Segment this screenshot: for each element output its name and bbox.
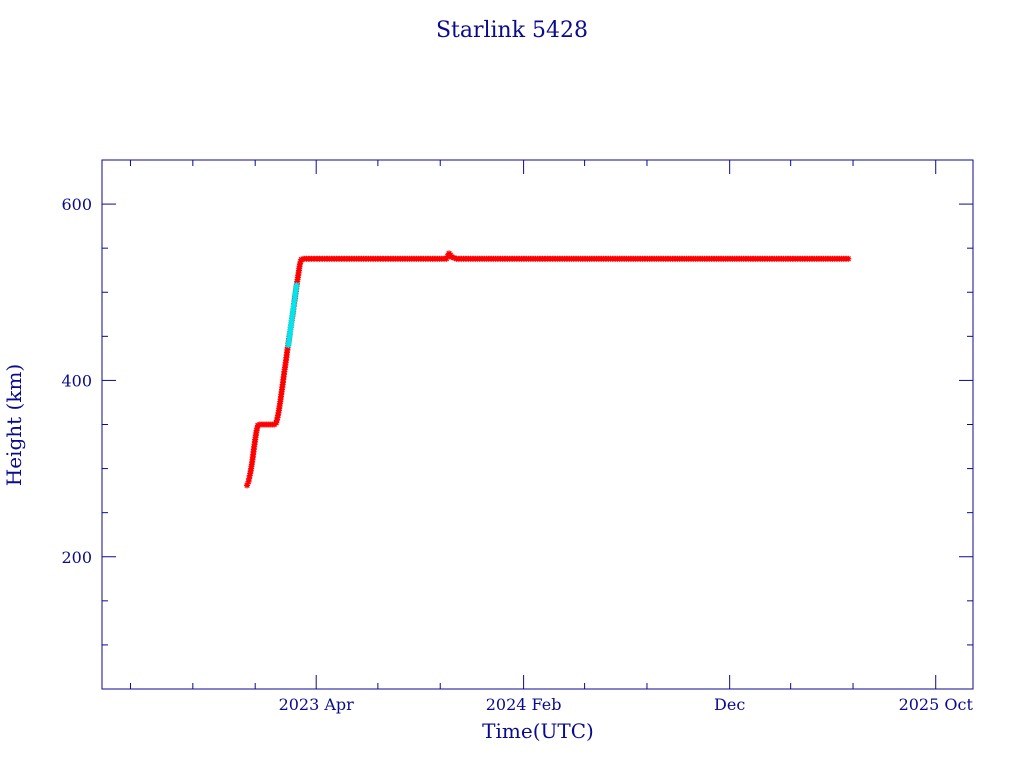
data-points [244, 250, 852, 489]
data-point [296, 261, 303, 268]
y-tick-label: 400 [61, 371, 92, 390]
x-tick-label: 2023 Apr [279, 695, 355, 714]
data-point [297, 258, 304, 265]
data-point [451, 254, 458, 261]
x-axis-label: Time(UTC) [482, 719, 594, 743]
data-point [254, 425, 261, 432]
data-point [253, 427, 260, 434]
data-point [245, 478, 252, 485]
data-point [444, 253, 451, 260]
data-point [443, 255, 450, 262]
data-point [273, 419, 280, 426]
height-line [246, 252, 849, 486]
x-tick-label: 2024 Feb [486, 695, 562, 714]
data-point [254, 422, 261, 429]
data-point [244, 482, 251, 489]
chart-title: Starlink 5428 [436, 18, 588, 43]
x-axis-ticks: 2023 Apr 2024 Feb Dec 2025 Oct [129, 160, 974, 714]
data-line [246, 252, 849, 486]
data-point [845, 255, 852, 262]
data-point-alt [293, 282, 300, 289]
data-point [448, 253, 455, 260]
y-tick-label: 600 [61, 195, 92, 214]
plot-frame [101, 159, 974, 690]
data-point [246, 475, 253, 482]
data-point [273, 417, 280, 424]
data-point [298, 256, 305, 263]
y-axis-ticks: 200 400 600 [61, 195, 973, 646]
x-tick-label: 2025 Oct [899, 695, 974, 714]
y-tick-label: 200 [61, 548, 92, 567]
y-axis-label: Height (km) [2, 364, 26, 486]
x-tick-label: Dec [714, 695, 745, 714]
